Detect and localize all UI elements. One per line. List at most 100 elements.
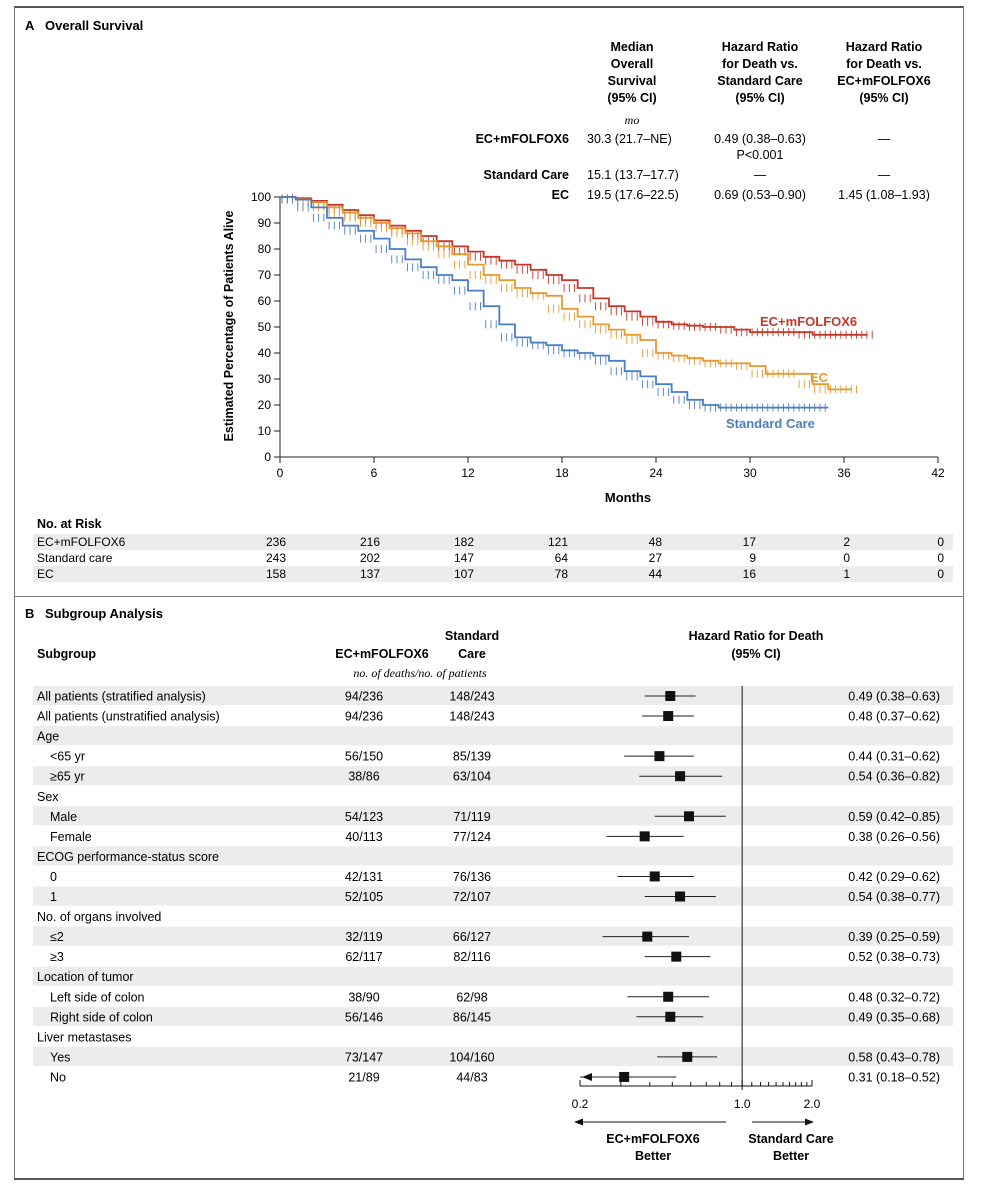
km-x-tick-label: 6 <box>371 466 378 480</box>
km-series-label: Standard Care <box>726 416 815 431</box>
risk-value: 236 <box>266 535 286 549</box>
km-y-tick-label: 80 <box>258 242 272 256</box>
forest-row-shade <box>33 1006 953 1026</box>
forest-x-tick-label: 2.0 <box>804 1097 821 1111</box>
hr-ci-text: 0.44 (0.31–0.62) <box>848 750 940 764</box>
ec-count: 40/113 <box>345 830 382 844</box>
forest-row-shade <box>33 686 953 706</box>
risk-value: 158 <box>266 567 286 581</box>
hr-ec-header: Hazard Ratio for Death vs. EC+mFOLFOX6 (… <box>837 40 930 105</box>
counts-subheader: no. of deaths/no. of patients <box>353 666 487 680</box>
sc-count: 72/107 <box>453 890 491 904</box>
risk-value: 1 <box>843 567 850 581</box>
sc-count: 104/160 <box>449 1050 494 1064</box>
hr-point <box>675 891 686 902</box>
hr-point <box>663 711 674 722</box>
median-header-line: Survival <box>608 74 657 88</box>
forest-x-tick-label: 0.2 <box>572 1097 589 1111</box>
hr-ec-header-line: (95% CI) <box>859 91 908 105</box>
hr-ci-text: 0.38 (0.26–0.56) <box>848 830 940 844</box>
sc-col-header-line: Care <box>458 647 486 661</box>
summary-row-hr-ec: — <box>878 132 891 146</box>
km-x-tick-label: 36 <box>837 466 851 480</box>
km-x-tick-label: 42 <box>931 466 945 480</box>
km-curve <box>280 196 829 409</box>
subgroup-label: No. of organs involved <box>37 910 161 924</box>
km-x-tick-label: 30 <box>743 466 757 480</box>
hr-ci-text: 0.54 (0.38–0.77) <box>848 890 940 904</box>
km-y-tick-label: 100 <box>251 190 271 204</box>
summary-row-median: 19.5 (17.6–22.5) <box>587 188 679 202</box>
hr-ci-text: 0.42 (0.29–0.62) <box>848 870 940 884</box>
hr-point <box>649 871 660 882</box>
hr-sc-header-line: Hazard Ratio <box>722 40 799 54</box>
summary-row-hr-ec: 1.45 (1.08–1.93) <box>838 188 930 202</box>
hr-point <box>675 771 686 782</box>
panel-b-title: Subgroup Analysis <box>45 606 163 621</box>
risk-value: 44 <box>649 567 663 581</box>
summary-row-hr-sc: 0.49 (0.38–0.63) <box>714 132 806 146</box>
ec-count: 52/105 <box>345 890 383 904</box>
frame-left-border <box>14 6 15 1178</box>
forest-row-shade <box>33 886 953 906</box>
risk-value: 147 <box>454 551 474 565</box>
risk-value: 243 <box>266 551 286 565</box>
hr-point <box>639 831 650 842</box>
km-plot: 0 10 20 30 40 50 60 70 80 90 100 0 6 12 18 24 30 36 42 EC+m… <box>251 190 945 480</box>
sc-count: 44/83 <box>456 1070 487 1084</box>
sc-count: 82/116 <box>453 950 490 964</box>
ec-count: 54/123 <box>345 810 383 824</box>
risk-row-name: EC+mFOLFOX6 <box>37 535 126 549</box>
subgroup-label: ≤2 <box>50 930 64 944</box>
hr-point <box>642 931 653 942</box>
ec-count: 56/146 <box>345 1010 383 1024</box>
hr-ci-text: 0.59 (0.42–0.85) <box>848 810 940 824</box>
forest-row-shade <box>33 766 953 786</box>
median-header-line: Median <box>610 40 653 54</box>
forest-plot: All patients (stratified analysis) 94/236… <box>33 686 953 1126</box>
sc-count: 86/145 <box>453 1010 491 1024</box>
summary-row-name: EC+mFOLFOX6 <box>476 132 569 146</box>
hr-ci-text: 0.49 (0.35–0.68) <box>848 1010 940 1024</box>
km-series-label: EC <box>810 370 829 385</box>
ec-count: 56/150 <box>345 750 383 764</box>
risk-value: 0 <box>843 551 850 565</box>
hr-point <box>683 811 694 822</box>
subgroup-label: Left side of colon <box>50 990 145 1004</box>
km-y-tick-label: 0 <box>264 450 271 464</box>
subgroup-label: All patients (unstratified analysis) <box>37 710 220 724</box>
better-left-arrowhead <box>574 1118 583 1126</box>
subgroup-label: ≥3 <box>50 950 64 964</box>
subgroup-label: ≥65 yr <box>50 770 85 784</box>
risk-value: 2 <box>843 535 850 549</box>
summary-row-hr-sc: — <box>754 168 767 182</box>
subgroup-label: 1 <box>50 890 57 904</box>
km-y-tick-label: 40 <box>258 346 272 360</box>
risk-value: 0 <box>937 535 944 549</box>
km-x-tick-label: 0 <box>277 466 284 480</box>
better-right-arrowhead <box>805 1118 814 1126</box>
subgroup-label: Right side of colon <box>50 1010 153 1024</box>
ec-count: 21/89 <box>348 1070 379 1084</box>
panel-a-letter: A <box>25 18 35 33</box>
km-x-tick-label: 12 <box>461 466 475 480</box>
risk-value: 121 <box>548 535 568 549</box>
subgroup-label: <65 yr <box>50 750 85 764</box>
summary-row-name: EC <box>552 188 569 202</box>
forest-x-tick-label: 1.0 <box>734 1097 751 1111</box>
sc-count: 71/119 <box>453 810 490 824</box>
km-y-tick-label: 10 <box>258 424 272 438</box>
panel-a-title: Overall Survival <box>45 18 143 33</box>
hr-ci-text: 0.58 (0.43–0.78) <box>848 1050 940 1064</box>
sc-count: 66/127 <box>453 930 491 944</box>
forest-row-shade <box>33 726 953 746</box>
subgroup-label: No <box>50 1070 66 1084</box>
risk-value: 17 <box>743 535 757 549</box>
risk-row-name: Standard care <box>37 551 113 565</box>
hr-ci-text: 0.52 (0.38–0.73) <box>848 950 940 964</box>
better-right-line: Standard Care <box>748 1132 833 1146</box>
ec-count: 42/131 <box>345 870 383 884</box>
panel-divider <box>14 596 964 597</box>
hr-ci-text: 0.31 (0.18–0.52) <box>848 1070 940 1084</box>
subgroup-label: Female <box>50 830 92 844</box>
